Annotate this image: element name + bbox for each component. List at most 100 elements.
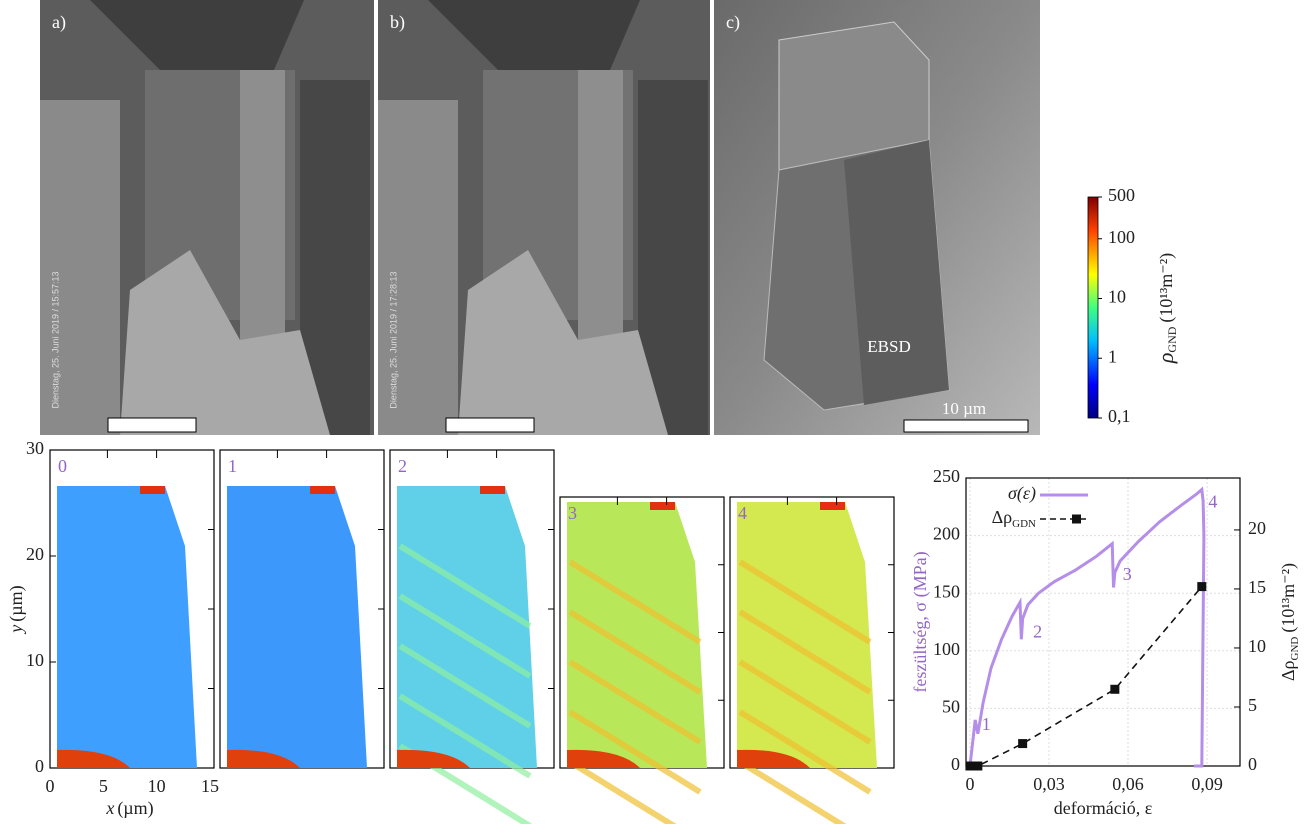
map-label: 0: [58, 456, 67, 476]
slip-band: [568, 659, 702, 745]
ebsd-map: 0: [49, 449, 215, 769]
annotation: 2: [1033, 622, 1042, 642]
slip-band: [398, 643, 532, 729]
scale-bar: [445, 417, 535, 433]
y-tick-label: 100: [933, 639, 960, 659]
annotation: 3: [1123, 564, 1132, 584]
rubble: [458, 250, 668, 435]
panel-label: c): [726, 12, 740, 33]
map-area: [567, 502, 707, 768]
pillar-side: [578, 70, 623, 340]
scale-bar: [107, 417, 197, 433]
legend-label: ΔρGDN: [992, 507, 1036, 529]
panel-label: a): [52, 12, 66, 33]
scale-bar-label: 10 µm: [942, 399, 986, 418]
pillar-side: [240, 70, 285, 340]
slip-band: [738, 559, 872, 645]
indenter: [90, 0, 304, 70]
x-tick-label: 5: [99, 776, 108, 796]
y-tick-label: 250: [933, 466, 960, 486]
colorbar-tick-label: 500: [1108, 185, 1135, 205]
left-block: [378, 100, 458, 435]
legend-name: Δρ: [992, 507, 1013, 527]
y2-tick-label: 5: [1248, 695, 1257, 715]
x-tick-label: 10: [148, 776, 166, 796]
left-block: [40, 100, 120, 435]
x-tick-label: 0,03: [1033, 774, 1065, 794]
y-tick-label: 0: [35, 756, 44, 776]
annotation: 1: [982, 714, 991, 734]
annotation: EBSD: [867, 337, 910, 356]
symbol: ρ: [1153, 353, 1178, 365]
ebsd-map: 3: [559, 496, 725, 824]
x-axis-label: x (µm): [105, 798, 153, 819]
unit: (10¹³m⁻²): [1278, 563, 1299, 633]
colorbar-tick-label: 1: [1108, 346, 1117, 366]
colorbar: [1087, 196, 1099, 419]
legend-subscript: GDN: [1012, 518, 1036, 530]
y-tick-label: 20: [26, 544, 44, 564]
subscript: GND: [1165, 326, 1179, 352]
map-top-band: [310, 486, 335, 494]
scale-bar: [903, 419, 1029, 433]
unit: (10¹³m⁻²): [1156, 253, 1177, 323]
unit: (µm): [117, 798, 153, 819]
rubble: [120, 250, 330, 435]
map-area: [227, 486, 367, 768]
x-tick-label: 0,09: [1191, 774, 1223, 794]
x-axis-label: deformáció, ε: [1054, 798, 1153, 818]
density-line: [969, 586, 1203, 767]
ebsd-map: 4: [729, 496, 895, 824]
pillar-top: [778, 21, 930, 171]
density-point: [1018, 739, 1028, 749]
legend-label: σ(ε): [1008, 483, 1036, 504]
map-area: [737, 502, 877, 768]
timestamp: Dienstag, 25. Juni 2019 / 15:57:13: [50, 271, 60, 408]
slip-band: [568, 609, 702, 695]
y2-tick-label: 20: [1248, 518, 1266, 538]
slip-band: [738, 609, 872, 695]
slip-band: [738, 659, 872, 745]
x-tick-label: 0,06: [1112, 774, 1144, 794]
slip-band: [398, 593, 532, 679]
y2-tick-label: 0: [1248, 754, 1257, 774]
density-point: [1197, 582, 1207, 592]
sem-image: Dienstag, 25. Juni 2019 / 17:28:13 b): [378, 0, 710, 435]
map-top-band: [820, 502, 845, 510]
ebsd-map: 2: [389, 449, 555, 824]
slip-band: [738, 759, 847, 824]
map-top-band: [650, 502, 675, 510]
symbol: x: [105, 798, 114, 818]
slip-band: [568, 759, 677, 824]
map-label: 4: [738, 503, 747, 523]
slip-band: [398, 693, 532, 779]
y2-tick-label: 15: [1248, 577, 1266, 597]
legend-swatch: [1072, 514, 1081, 524]
map-top-band: [140, 486, 165, 494]
map-bottom-band: [397, 749, 470, 768]
map-bottom-band: [567, 749, 640, 768]
y-tick-label: 150: [933, 581, 960, 601]
density-point: [973, 761, 983, 771]
slip-band: [568, 709, 702, 795]
colorbar-tick-label: 10: [1108, 287, 1126, 307]
symbol: Δρ: [1278, 660, 1298, 681]
y-tick-label: 0: [951, 754, 960, 774]
annotation: 4: [1208, 491, 1217, 511]
symbol: y: [6, 625, 26, 635]
y-tick-label: 200: [933, 524, 960, 544]
map-label: 2: [398, 456, 407, 476]
plot-frame: [965, 477, 1241, 767]
y-tick-label: 10: [26, 650, 44, 670]
map-area: [57, 486, 197, 768]
timestamp: Dienstag, 25. Juni 2019 / 17:28:13: [388, 271, 398, 408]
indenter: [428, 0, 640, 70]
map-area: [397, 486, 537, 768]
map-bottom-band: [737, 749, 810, 768]
sem-image: Dienstag, 25. Juni 2019 / 15:57:13 a): [40, 0, 374, 435]
y-axis-label: y (µm): [6, 585, 27, 634]
density-point: [965, 761, 975, 771]
subscript: GND: [1289, 637, 1301, 661]
slip-band: [398, 543, 532, 629]
